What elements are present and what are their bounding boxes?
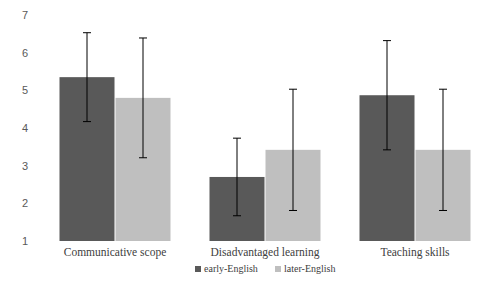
- error-bar: [139, 38, 147, 158]
- chart-container: 1 2 3 4 5 6 7 Communicative scope Disadvantaged …: [0, 0, 500, 283]
- y-tick-label: 1: [22, 235, 28, 247]
- y-tick-label: 4: [22, 122, 28, 134]
- y-axis: 1 2 3 4 5 6 7: [22, 9, 28, 247]
- legend-swatch: [275, 266, 281, 272]
- error-bar: [383, 41, 391, 150]
- y-tick-label: 7: [22, 9, 28, 21]
- error-bar: [83, 33, 91, 122]
- chart-svg: 1 2 3 4 5 6 7 Communicative scope Disadvantaged …: [0, 0, 500, 283]
- x-tick-label: Communicative scope: [64, 246, 167, 259]
- error-bar: [233, 138, 241, 216]
- x-tick-label: Teaching skills: [380, 246, 450, 259]
- y-tick-label: 3: [22, 160, 28, 172]
- error-bar: [289, 89, 297, 210]
- legend: early-English later-English: [195, 263, 335, 274]
- plot-area: [60, 33, 471, 241]
- y-tick-label: 2: [22, 197, 28, 209]
- x-tick-label: Disadvantaged learning: [211, 246, 320, 259]
- error-bar: [439, 89, 447, 210]
- y-tick-label: 6: [22, 47, 28, 59]
- legend-label: early-English: [204, 263, 258, 274]
- legend-label: later-English: [284, 263, 335, 274]
- legend-swatch: [195, 266, 201, 272]
- y-tick-label: 5: [22, 84, 28, 96]
- x-axis: Communicative scope Disadvantaged learnin…: [64, 246, 450, 259]
